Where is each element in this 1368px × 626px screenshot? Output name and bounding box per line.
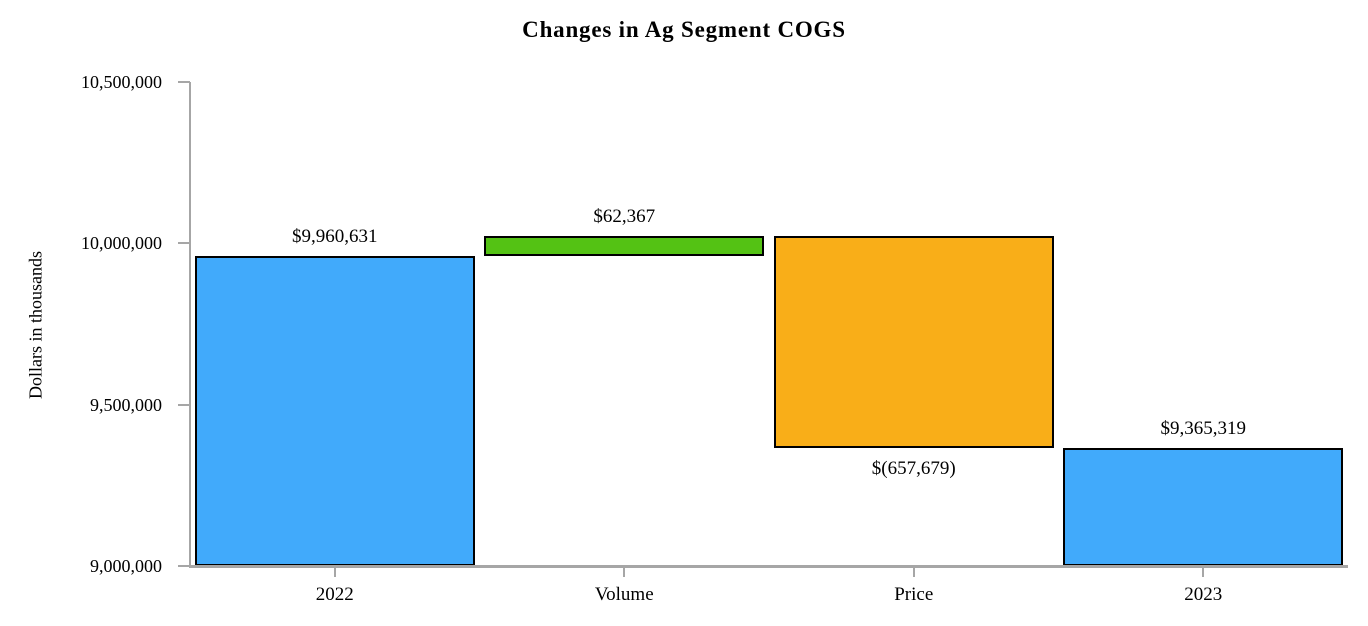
y-axis-line [189, 82, 191, 568]
bar-price [773, 235, 1054, 449]
y-axis-title: Dollars in thousands [25, 251, 46, 399]
x-tick-mark [333, 567, 336, 577]
y-tick-label: 9,500,000 [90, 394, 162, 415]
x-category-label-2023: 2023 [1184, 584, 1223, 605]
y-tick-label: 10,500,000 [81, 72, 162, 92]
y-tick-mark [178, 403, 190, 406]
chart-title: Changes in Ag Segment COGS [522, 17, 846, 42]
bar-2023 [1063, 448, 1344, 566]
y-tick-label: 10,000,000 [81, 233, 162, 254]
y-tick-label: 9,000,000 [90, 556, 162, 576]
x-tick-mark [1202, 567, 1205, 577]
x-category-label-volume: Volume [594, 584, 654, 605]
x-tick-mark [623, 567, 626, 577]
x-axis-line [190, 565, 1348, 568]
bar-volume [484, 235, 765, 257]
bar-value-label-2022: $9,960,631 [292, 226, 378, 248]
bar-value-label-price: $(657,679) [871, 458, 956, 480]
x-category-label-2022: 2022 [315, 584, 354, 605]
bar-value-label-volume: $62,367 [593, 205, 656, 227]
y-tick-mark [178, 242, 190, 245]
x-category-label-price: Price [894, 584, 934, 605]
bar-value-label-2023: $9,365,319 [1160, 418, 1247, 440]
bar-2022 [194, 256, 475, 566]
x-tick-mark [912, 567, 915, 577]
y-tick-mark [178, 81, 190, 83]
y-tick-mark [178, 565, 190, 567]
